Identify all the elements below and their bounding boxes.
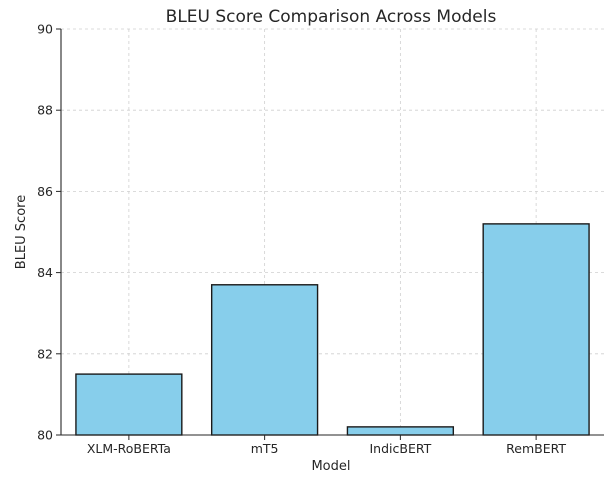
x-tick-label: mT5 [251, 441, 279, 456]
y-tick-label: 90 [37, 22, 53, 37]
x-axis-ticks: XLM-RoBERTa mT5 IndicBERT RemBERT [87, 435, 566, 456]
bar-indicbert [346, 426, 455, 436]
x-tick-label: RemBERT [506, 441, 566, 456]
bar-rembert [482, 223, 590, 436]
x-tick-label: XLM-RoBERTa [87, 441, 171, 456]
bars [75, 223, 590, 436]
y-tick-label: 82 [37, 346, 53, 361]
y-tick-label: 84 [37, 265, 53, 280]
x-tick-label: IndicBERT [369, 441, 431, 456]
bar-mt5 [210, 284, 319, 436]
y-axis-label: BLEU Score [14, 195, 29, 269]
y-tick-label: 80 [37, 428, 53, 443]
axes [60, 29, 604, 436]
y-axis-ticks: 80 82 84 86 88 90 [37, 22, 61, 443]
y-tick-label: 86 [37, 184, 53, 199]
bar-xlm-roberta [75, 373, 183, 436]
x-axis-label: Model [311, 459, 350, 474]
chart-title: BLEU Score Comparison Across Models [166, 7, 497, 27]
y-tick-label: 88 [37, 103, 53, 118]
